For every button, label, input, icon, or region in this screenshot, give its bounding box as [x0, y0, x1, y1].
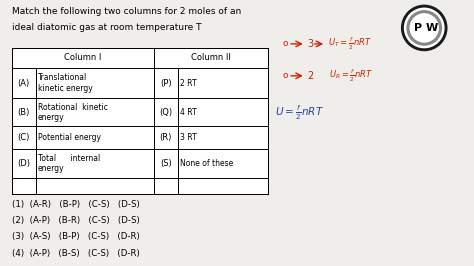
Text: $U_T=\frac{f}{2}nRT$: $U_T=\frac{f}{2}nRT$	[328, 36, 372, 52]
FancyBboxPatch shape	[12, 48, 268, 194]
Text: o: o	[282, 71, 288, 80]
Text: ideal diatomic gas at room temperature T: ideal diatomic gas at room temperature T	[12, 23, 201, 32]
Text: 3 RT: 3 RT	[180, 133, 197, 142]
Text: (D): (D)	[17, 159, 30, 168]
Text: 4 RT: 4 RT	[180, 108, 197, 117]
Text: Rotational  kinetic
energy: Rotational kinetic energy	[38, 103, 108, 122]
Text: 3: 3	[307, 39, 313, 49]
Ellipse shape	[410, 14, 438, 42]
Text: (1)  (A-R)   (B-P)   (C-S)   (D-S): (1) (A-R) (B-P) (C-S) (D-S)	[12, 200, 140, 209]
Text: (S): (S)	[160, 159, 172, 168]
Text: (3)  (A-S)   (B-P)   (C-S)   (D-R): (3) (A-S) (B-P) (C-S) (D-R)	[12, 232, 140, 242]
Ellipse shape	[405, 8, 444, 48]
Text: None of these: None of these	[180, 159, 233, 168]
Text: Column II: Column II	[191, 53, 231, 62]
Text: (2)  (A-P)   (B-R)   (C-S)   (D-S): (2) (A-P) (B-R) (C-S) (D-S)	[12, 216, 140, 225]
Text: (Q): (Q)	[159, 108, 173, 117]
Text: Column I: Column I	[64, 53, 101, 62]
Text: (A): (A)	[18, 79, 30, 88]
Text: (R): (R)	[160, 133, 172, 142]
Text: Match the following two columns for 2 moles of an: Match the following two columns for 2 mo…	[12, 7, 241, 16]
Text: (P): (P)	[160, 79, 172, 88]
Ellipse shape	[401, 5, 447, 51]
Ellipse shape	[407, 11, 441, 45]
Text: 2 RT: 2 RT	[180, 79, 197, 88]
Text: o: o	[282, 39, 288, 48]
Text: $U=\frac{f}{2}nRT$: $U=\frac{f}{2}nRT$	[275, 104, 324, 122]
Text: (4)  (A-P)   (B-S)   (C-S)   (D-R): (4) (A-P) (B-S) (C-S) (D-R)	[12, 249, 140, 258]
Text: P: P	[414, 23, 422, 33]
Text: (C): (C)	[18, 133, 30, 142]
Text: Potential energy: Potential energy	[38, 133, 101, 142]
Text: 2: 2	[307, 71, 313, 81]
Text: (B): (B)	[18, 108, 30, 117]
Text: Total      internal
energy: Total internal energy	[38, 154, 100, 173]
Text: PW: PW	[80, 101, 233, 181]
Text: $U_R=\frac{f}{2}nRT$: $U_R=\frac{f}{2}nRT$	[329, 68, 374, 84]
Text: Translational
kinetic energy: Translational kinetic energy	[38, 73, 93, 93]
Text: W: W	[425, 23, 438, 33]
